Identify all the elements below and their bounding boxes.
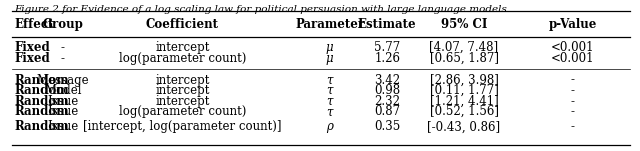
Text: [intercept, log(parameter count)]: [intercept, log(parameter count)] — [83, 120, 282, 133]
Text: 0.35: 0.35 — [374, 120, 401, 133]
Text: 2.32: 2.32 — [374, 95, 400, 108]
Text: μ: μ — [326, 41, 333, 54]
Text: Fixed: Fixed — [14, 41, 50, 54]
Text: -: - — [571, 84, 575, 97]
Text: -: - — [571, 95, 575, 108]
Text: Fixed: Fixed — [14, 52, 50, 65]
Text: Effect: Effect — [14, 18, 54, 31]
Text: Parameter: Parameter — [295, 18, 364, 31]
Text: Issue: Issue — [47, 95, 78, 108]
Text: intercept: intercept — [156, 41, 209, 54]
Text: Random: Random — [14, 74, 68, 87]
Text: -: - — [61, 41, 65, 54]
Text: [2.86, 3.98]: [2.86, 3.98] — [429, 74, 499, 87]
Text: log(parameter count): log(parameter count) — [118, 52, 246, 65]
Text: [0.65, 1.87]: [0.65, 1.87] — [429, 52, 499, 65]
Text: [4.07, 7.48]: [4.07, 7.48] — [429, 41, 499, 54]
Text: log(parameter count): log(parameter count) — [118, 105, 246, 118]
Text: <0.001: <0.001 — [551, 52, 595, 65]
Text: -: - — [571, 105, 575, 118]
Text: τ: τ — [326, 105, 333, 118]
Text: [-0.43, 0.86]: [-0.43, 0.86] — [428, 120, 500, 133]
Text: -: - — [571, 74, 575, 87]
Text: 5.77: 5.77 — [374, 41, 401, 54]
Text: [0.11, 1.77]: [0.11, 1.77] — [429, 84, 499, 97]
Text: Issue: Issue — [47, 105, 78, 118]
Text: [0.52, 1.56]: [0.52, 1.56] — [429, 105, 499, 118]
Text: τ: τ — [326, 95, 333, 108]
Text: -: - — [61, 52, 65, 65]
Text: ρ: ρ — [326, 120, 333, 133]
Text: τ: τ — [326, 74, 333, 87]
Text: Random: Random — [14, 95, 68, 108]
Text: Random: Random — [14, 120, 68, 133]
Text: Coefficient: Coefficient — [146, 18, 219, 31]
Text: intercept: intercept — [156, 84, 209, 97]
Text: 1.26: 1.26 — [374, 52, 400, 65]
Text: Random: Random — [14, 105, 68, 118]
Text: intercept: intercept — [156, 95, 209, 108]
Text: p-Value: p-Value — [548, 18, 597, 31]
Text: intercept: intercept — [156, 74, 209, 87]
Text: Group: Group — [42, 18, 83, 31]
Text: 0.87: 0.87 — [374, 105, 400, 118]
Text: Random: Random — [14, 84, 68, 97]
Text: μ: μ — [326, 52, 333, 65]
Text: -: - — [571, 120, 575, 133]
Text: 95% CI: 95% CI — [441, 18, 487, 31]
Text: <0.001: <0.001 — [551, 41, 595, 54]
Text: 3.42: 3.42 — [374, 74, 400, 87]
Text: Issue: Issue — [47, 120, 78, 133]
Text: Figure 2 for Evidence of a log scaling law for political persuasion with large l: Figure 2 for Evidence of a log scaling l… — [14, 5, 507, 14]
Text: 0.98: 0.98 — [374, 84, 400, 97]
Text: Message: Message — [36, 74, 89, 87]
Text: Model: Model — [44, 84, 81, 97]
Text: Estimate: Estimate — [358, 18, 417, 31]
Text: [1.21, 4.41]: [1.21, 4.41] — [429, 95, 499, 108]
Text: τ: τ — [326, 84, 333, 97]
